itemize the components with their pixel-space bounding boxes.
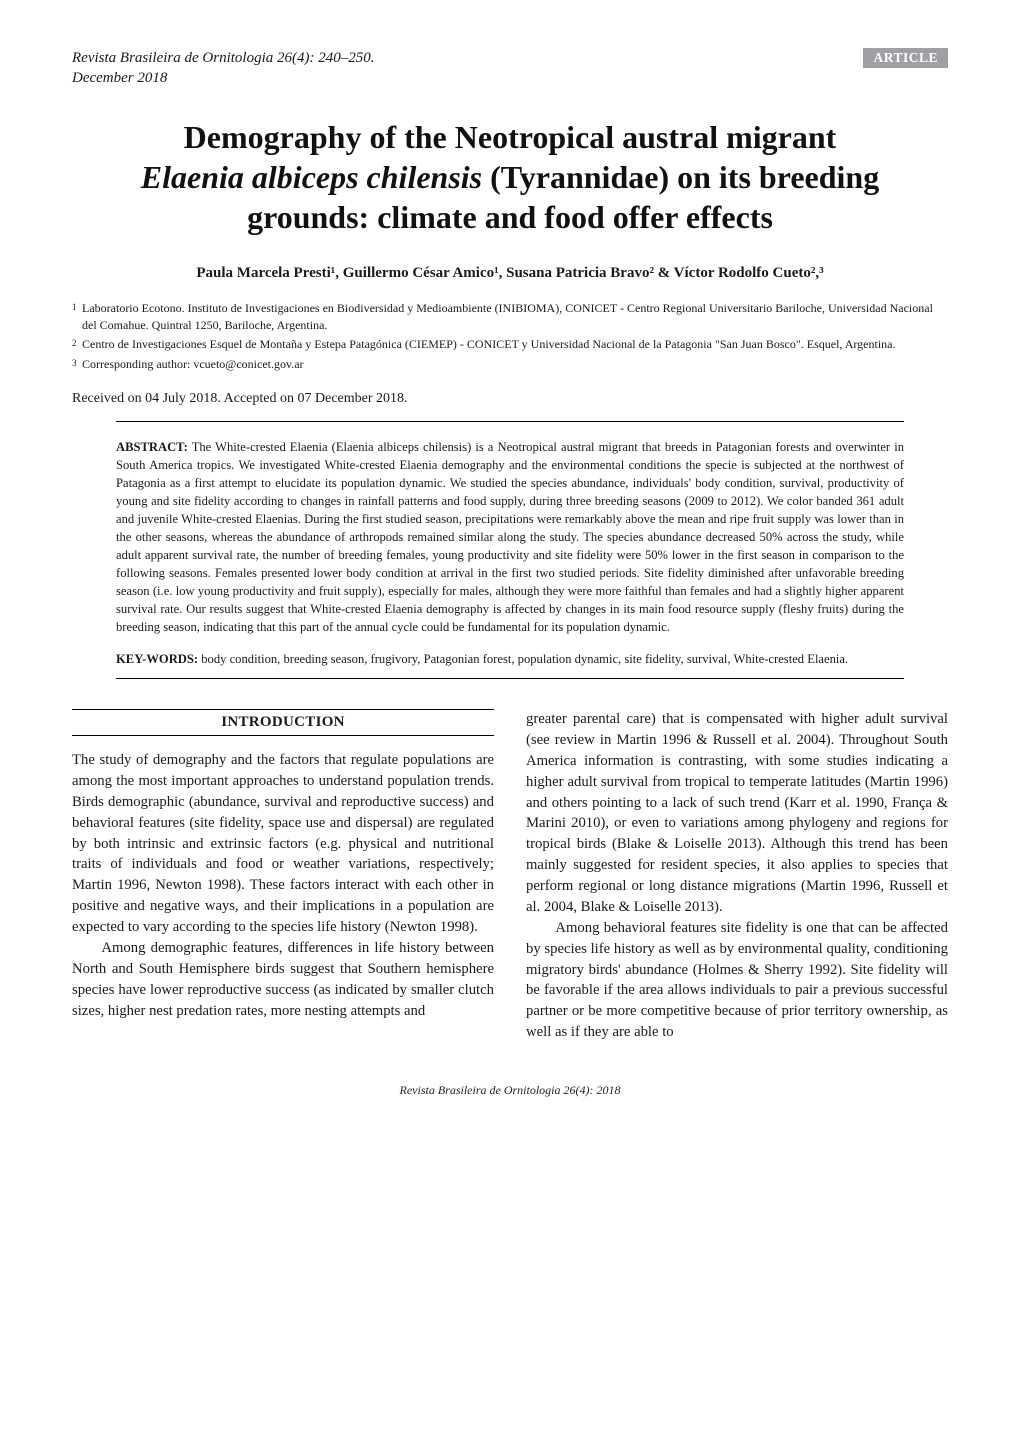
title-line2-post: (Tyrannidae) on its breeding — [482, 159, 879, 195]
keywords-text: body condition, breeding season, frugivo… — [198, 652, 848, 666]
abstract-label: ABSTRACT: — [116, 440, 188, 454]
affiliation-text: Laboratorio Ecotono. Instituto de Invest… — [82, 300, 948, 335]
title-line3: grounds: climate and food offer effects — [247, 199, 773, 235]
title-line1: Demography of the Neotropical austral mi… — [184, 119, 837, 155]
horizontal-rule — [116, 421, 904, 422]
journal-info: Revista Brasileira de Ornitologia 26(4):… — [72, 48, 374, 89]
keywords: KEY-WORDS: body condition, breeding seas… — [116, 650, 904, 668]
rule-bottom-wrap — [72, 678, 948, 679]
journal-citation: Revista Brasileira de Ornitologia 26(4):… — [72, 48, 374, 68]
body-text-left: The study of demography and the factors … — [72, 750, 494, 1021]
header-row: Revista Brasileira de Ornitologia 26(4):… — [72, 48, 948, 89]
abstract-block: ABSTRACT: The White-crested Elaenia (Ela… — [72, 438, 948, 668]
paragraph: Among demographic features, differences … — [72, 938, 494, 1022]
received-accepted-dates: Received on 04 July 2018. Accepted on 07… — [72, 391, 948, 407]
column-left: INTRODUCTION The study of demography and… — [72, 709, 494, 1043]
author-list: Paula Marcela Presti¹, Guillermo César A… — [72, 265, 948, 282]
journal-date: December 2018 — [72, 68, 374, 88]
affiliation-text: Corresponding author: vcueto@conicet.gov… — [82, 356, 948, 373]
horizontal-rule — [116, 678, 904, 679]
affiliation-text: Centro de Investigaciones Esquel de Mont… — [82, 336, 948, 353]
keywords-label: KEY-WORDS: — [116, 652, 198, 666]
affiliation-2: 2 Centro de Investigaciones Esquel de Mo… — [72, 336, 948, 353]
paragraph: Among behavioral features site fidelity … — [526, 918, 948, 1043]
body-text-right: greater parental care) that is compensat… — [526, 709, 948, 1043]
abstract-text: The White-crested Elaenia (Elaenia albic… — [116, 440, 904, 634]
page: Revista Brasileira de Ornitologia 26(4):… — [0, 0, 1020, 1146]
article-title: Demography of the Neotropical austral mi… — [102, 117, 918, 237]
affiliation-number: 1 — [72, 300, 82, 335]
affiliations: 1 Laboratorio Ecotono. Instituto de Inve… — [72, 300, 948, 374]
affiliation-number: 3 — [72, 356, 82, 373]
rule-top-wrap — [72, 421, 948, 422]
column-right: greater parental care) that is compensat… — [526, 709, 948, 1043]
affiliation-number: 2 — [72, 336, 82, 353]
two-column-body: INTRODUCTION The study of demography and… — [72, 709, 948, 1043]
affiliation-1: 1 Laboratorio Ecotono. Instituto de Inve… — [72, 300, 948, 335]
page-footer: Revista Brasileira de Ornitologia 26(4):… — [72, 1083, 948, 1098]
affiliation-3: 3 Corresponding author: vcueto@conicet.g… — [72, 356, 948, 373]
abstract: ABSTRACT: The White-crested Elaenia (Ela… — [116, 438, 904, 636]
article-type-badge: ARTICLE — [863, 48, 948, 68]
paragraph: The study of demography and the factors … — [72, 750, 494, 938]
paragraph: greater parental care) that is compensat… — [526, 709, 948, 918]
title-species-name: Elaenia albiceps chilensis — [141, 159, 482, 195]
section-heading-introduction: INTRODUCTION — [72, 709, 494, 736]
